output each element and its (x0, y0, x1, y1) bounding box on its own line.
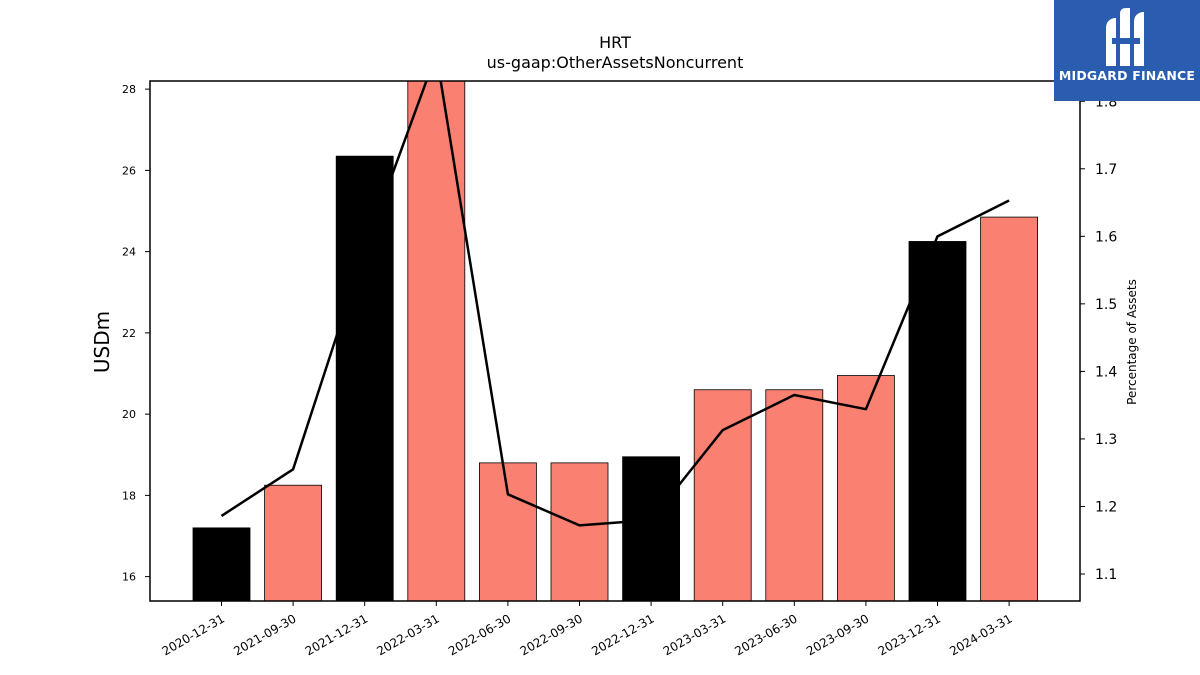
y2-tick-label: 1.5 (1095, 297, 1117, 313)
y2-tick-label: 1.4 (1095, 364, 1117, 380)
bar-2021-12-31 (335, 155, 394, 601)
chart-title: HRT (599, 33, 631, 52)
y-tick-label: 28 (122, 83, 136, 96)
midgard-logo-icon (1106, 8, 1144, 66)
y2-tick-label: 1.6 (1095, 229, 1117, 245)
y-tick-label: 22 (122, 327, 136, 340)
bars-group (192, 81, 1038, 601)
percentage-line (220, 81, 1010, 527)
bar-2023-12-31 (908, 241, 967, 601)
bar-2021-09-30 (264, 484, 323, 601)
line-group (220, 81, 1010, 527)
y-tick-label: 24 (122, 246, 136, 259)
bar-2022-03-31 (407, 81, 466, 601)
y-tick-label: 16 (122, 571, 136, 584)
x-tick-label: 2023-03-31 (661, 611, 728, 658)
y-tick-label: 26 (122, 164, 136, 177)
x-tick-label: 2021-12-31 (303, 611, 370, 658)
x-tick-label: 2021-09-30 (231, 611, 298, 658)
bar-2023-03-31 (693, 389, 752, 601)
x-tick-label: 2020-12-31 (160, 611, 227, 658)
y2-tick-label: 1.7 (1095, 162, 1117, 178)
x-tick-label: 2024-03-31 (947, 611, 1014, 658)
x-tick-label: 2023-06-30 (732, 611, 799, 658)
y2-tick-label: 1.3 (1095, 432, 1117, 448)
logo-text: MIDGARD FINANCE (1058, 68, 1196, 83)
x-tick-label: 2022-06-30 (446, 611, 513, 658)
bar-2023-09-30 (837, 375, 895, 601)
y2-axis-label: Percentage of Assets (1125, 279, 1139, 405)
bar-2022-12-31 (622, 456, 680, 601)
y-axis-label: USDm (90, 311, 114, 373)
x-tick-label: 2022-09-30 (518, 611, 585, 658)
plot-frame (149, 80, 1081, 602)
x-tick-label: 2022-03-31 (374, 611, 441, 658)
y2-tick-label: 1.1 (1095, 567, 1117, 583)
x-tick-label: 2022-12-31 (589, 611, 656, 658)
y-tick-label: 18 (122, 489, 136, 502)
bar-2024-03-31 (980, 216, 1038, 601)
x-tick-label: 2023-09-30 (804, 611, 871, 658)
bar-2023-06-30 (765, 389, 824, 601)
bar-2022-06-30 (478, 462, 537, 601)
logo: MIDGARD FINANCE (1054, 0, 1200, 101)
y2-tick-label: 1.2 (1095, 499, 1117, 515)
bar-2020-12-31 (192, 527, 251, 601)
x-tick-label: 2023-12-31 (876, 611, 943, 658)
y-tick-label: 20 (122, 408, 136, 421)
bar-2022-09-30 (550, 462, 609, 601)
chart-subtitle: us-gaap:OtherAssetsNoncurrent (487, 53, 744, 72)
